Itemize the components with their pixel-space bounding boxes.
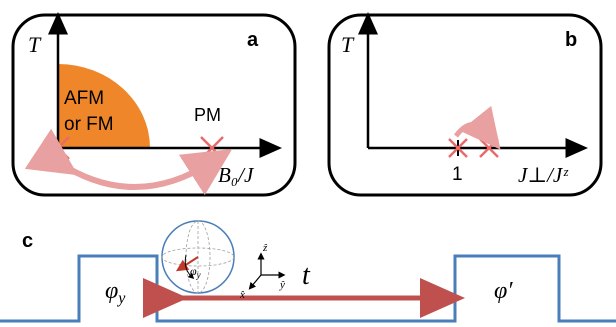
quench-arrow: [24, 128, 233, 196]
x-axis-label: B₀/J: [218, 163, 255, 187]
z-axis-label: ẑ: [262, 242, 268, 254]
panel-label-a: a: [247, 29, 259, 51]
or-fm-label: or FM: [64, 114, 114, 135]
bloch-sphere: φy: [161, 220, 235, 294]
coordinate-frame: ẑ ŷ x̂: [239, 242, 286, 301]
panel-label-b: b: [565, 29, 577, 51]
pulse-sequence: [0, 254, 616, 323]
panel-label-c: c: [22, 230, 33, 252]
spin-vector: [175, 256, 199, 272]
pulse2-label: φ′: [494, 278, 513, 304]
panel-a: T a AFM or FM PM B₀/J: [11, 12, 297, 197]
panel-b: T b 1 J⊥/Jᶻ: [327, 12, 603, 197]
rotation-arc: [184, 254, 195, 279]
ordered-phase-region: [58, 64, 150, 148]
bloch-angle-label: φy: [190, 264, 201, 280]
panel-b-frame: [327, 13, 603, 197]
x-axis-label: J⊥/Jᶻ: [518, 163, 569, 187]
panel-c: c φy φ′ t φy ẑ ŷ x̂: [0, 220, 616, 323]
y-axis-label: T: [341, 32, 355, 57]
wait-time-label: t: [302, 260, 311, 291]
y-axis-label: T: [28, 32, 42, 57]
pulse1-label: φy: [105, 278, 126, 307]
pm-label: PM: [194, 105, 221, 125]
x-axis-label: x̂: [239, 289, 245, 301]
y-axis-label: ŷ: [279, 279, 285, 291]
tick-label: 1: [452, 164, 463, 185]
afm-label: AFM: [64, 88, 104, 109]
quench-arrow: [453, 105, 501, 150]
